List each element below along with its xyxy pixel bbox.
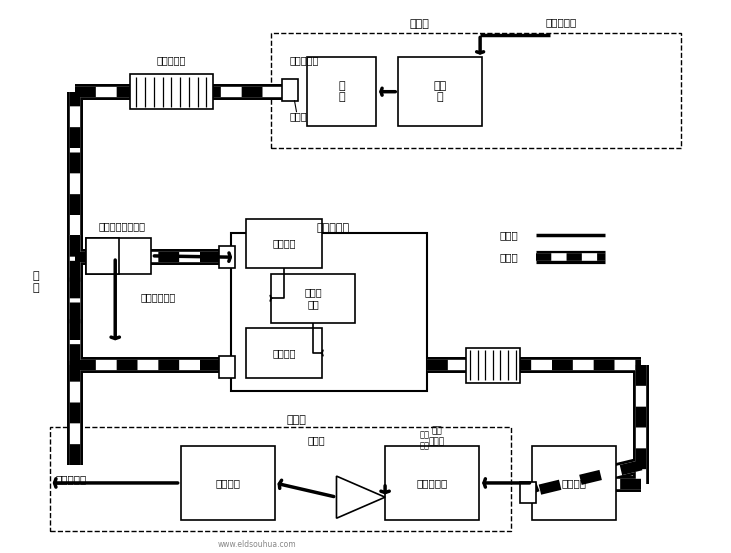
- Text: 信光
解调: 信光 解调: [420, 431, 430, 450]
- Text: 电信号输出: 电信号输出: [55, 474, 86, 484]
- Text: 发送端: 发送端: [410, 19, 430, 29]
- Text: 光纤通信盒: 光纤通信盒: [156, 55, 186, 65]
- Bar: [231, 233, 427, 392]
- Text: 电端
机: 电端 机: [433, 81, 447, 102]
- Text: 接收端: 接收端: [287, 415, 306, 425]
- Bar: [282, 80, 298, 101]
- Bar: [398, 58, 482, 126]
- Bar: [271, 274, 355, 323]
- Bar: [520, 482, 536, 503]
- Text: 电信号: 电信号: [500, 231, 518, 241]
- Polygon shape: [336, 476, 385, 518]
- Bar: [219, 356, 235, 378]
- Text: 光放大器: 光放大器: [561, 478, 586, 488]
- Bar: [385, 446, 480, 520]
- Bar: [86, 238, 119, 274]
- Bar: [308, 58, 376, 126]
- Text: 光纤连接器: 光纤连接器: [289, 55, 319, 65]
- Text: 光发射器: 光发射器: [272, 348, 295, 358]
- Text: 光检测器: 光检测器: [272, 238, 295, 248]
- Text: 光信号: 光信号: [500, 252, 518, 262]
- Text: 光纤耦合器: 光纤耦合器: [417, 478, 448, 488]
- Bar: [466, 347, 520, 383]
- Text: 信号解调: 信号解调: [215, 478, 240, 488]
- Bar: [86, 238, 151, 274]
- Bar: [50, 427, 510, 531]
- Bar: [246, 328, 322, 378]
- Text: www.eldsouhua.com: www.eldsouhua.com: [217, 540, 296, 549]
- Bar: [246, 219, 322, 268]
- Bar: [532, 446, 616, 520]
- Text: 光纤分路器合波器: 光纤分路器合波器: [99, 221, 146, 231]
- Bar: [219, 246, 235, 268]
- Text: 光
缆: 光 缆: [32, 271, 39, 293]
- Text: 光
发: 光 发: [338, 81, 345, 102]
- Text: 适配器: 适配器: [289, 111, 307, 121]
- Text: 电再生
电路: 电再生 电路: [304, 288, 322, 309]
- Bar: [181, 446, 275, 520]
- Text: 放大器: 放大器: [307, 436, 325, 446]
- Text: 隔离备份设备: 隔离备份设备: [140, 292, 176, 302]
- Bar: [129, 74, 213, 109]
- Bar: [271, 33, 681, 148]
- Text: 信号
解调器: 信号 解调器: [428, 426, 444, 446]
- Text: 再生中继器: 再生中继器: [317, 223, 349, 233]
- Text: 电信号输入: 电信号输入: [546, 17, 577, 27]
